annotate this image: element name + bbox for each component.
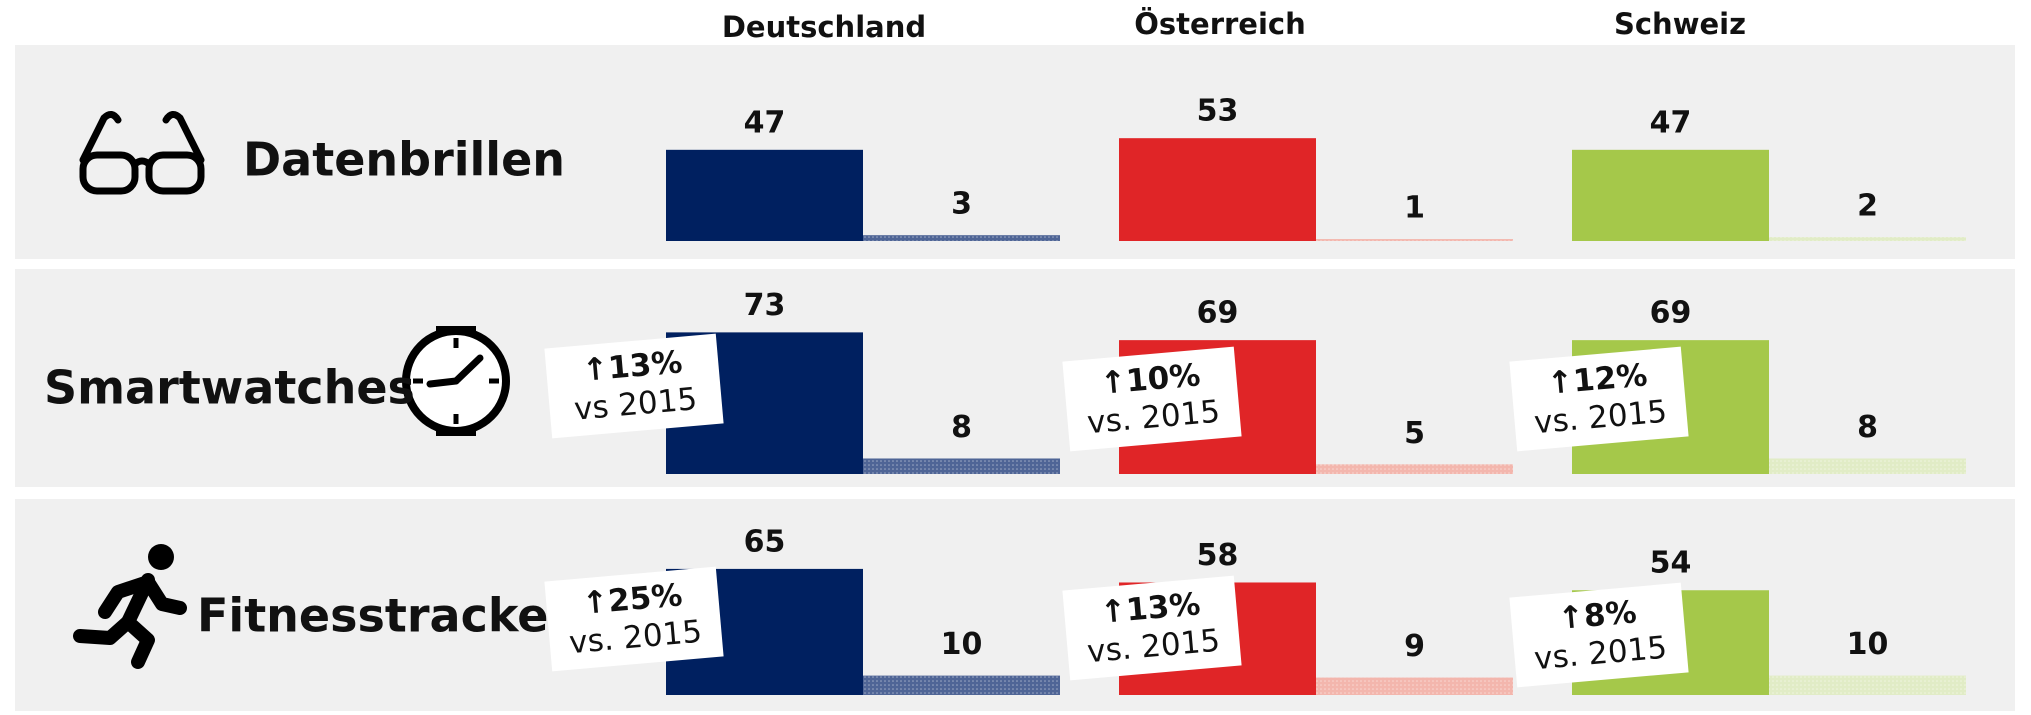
value-label: 10 bbox=[1847, 627, 1889, 662]
secondary-bar bbox=[1769, 675, 1966, 695]
watch-icon bbox=[402, 326, 510, 436]
secondary-bar bbox=[863, 675, 1060, 695]
row-label: Fitnesstracker bbox=[197, 589, 571, 643]
value-label: 53 bbox=[1197, 94, 1239, 129]
change-text: ↑13% bbox=[1099, 586, 1202, 631]
change-note: ↑25%vs. 2015 bbox=[544, 566, 724, 672]
glasses-icon bbox=[79, 111, 205, 195]
change-note: ↑13%vs 2015 bbox=[544, 333, 724, 439]
value-label: 69 bbox=[1197, 296, 1239, 331]
secondary-bar bbox=[1769, 458, 1966, 474]
value-label: 1 bbox=[1404, 191, 1425, 226]
row-label: Smartwatches bbox=[44, 361, 415, 415]
note-box bbox=[1509, 582, 1689, 688]
change-text: ↑12% bbox=[1546, 357, 1649, 402]
value-label: 65 bbox=[744, 524, 786, 559]
column-header: Österreich bbox=[1134, 7, 1306, 41]
value-label: 73 bbox=[744, 288, 786, 323]
secondary-bar bbox=[863, 235, 1060, 241]
change-text: ↑8% bbox=[1557, 594, 1638, 637]
value-label: 5 bbox=[1404, 416, 1425, 451]
column-header: Schweiz bbox=[1614, 7, 1746, 41]
value-label: 54 bbox=[1650, 546, 1692, 581]
value-label: 10 bbox=[941, 627, 983, 662]
change-text: ↑25% bbox=[581, 577, 684, 622]
row-label: Datenbrillen bbox=[243, 133, 565, 187]
secondary-bar bbox=[1316, 464, 1513, 474]
value-label: 9 bbox=[1404, 629, 1425, 664]
change-text: ↑10% bbox=[1099, 357, 1202, 402]
change-note: ↑12%vs. 2015 bbox=[1509, 346, 1689, 452]
value-label: 47 bbox=[1650, 105, 1692, 140]
note-box bbox=[1062, 346, 1242, 452]
note-box bbox=[1509, 346, 1689, 452]
note-box bbox=[544, 333, 724, 439]
change-note: ↑10%vs. 2015 bbox=[1062, 346, 1242, 452]
secondary-bar bbox=[1316, 677, 1513, 695]
change-text: ↑13% bbox=[581, 344, 684, 389]
secondary-bar bbox=[1316, 239, 1513, 241]
column-header: Deutschland bbox=[722, 10, 926, 44]
change-note: ↑8%vs. 2015 bbox=[1509, 582, 1689, 688]
runner-icon bbox=[73, 544, 187, 669]
value-label: 8 bbox=[951, 410, 972, 445]
bar bbox=[666, 149, 863, 241]
value-label: 47 bbox=[744, 105, 786, 140]
value-label: 69 bbox=[1650, 296, 1692, 331]
secondary-bar bbox=[863, 458, 1060, 474]
note-box bbox=[1062, 575, 1242, 681]
bar bbox=[1572, 149, 1769, 241]
secondary-bar bbox=[1769, 237, 1966, 241]
change-note: ↑13%vs. 2015 bbox=[1062, 575, 1242, 681]
value-label: 8 bbox=[1857, 410, 1878, 445]
bar bbox=[1119, 138, 1316, 241]
note-box bbox=[544, 566, 724, 672]
value-label: 3 bbox=[951, 187, 972, 222]
value-label: 2 bbox=[1857, 189, 1878, 224]
value-label: 58 bbox=[1197, 538, 1239, 573]
